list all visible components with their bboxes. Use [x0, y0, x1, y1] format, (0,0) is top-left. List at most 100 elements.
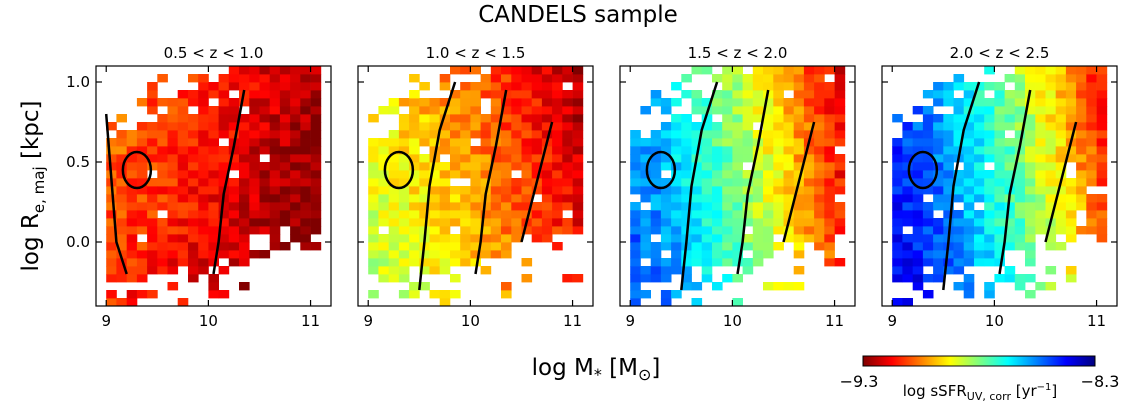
heatmap-cell — [834, 186, 846, 195]
heatmap-cell — [157, 162, 168, 171]
heatmap-cell — [722, 90, 733, 99]
panel-frame — [357, 65, 594, 307]
heatmap-cell — [116, 138, 127, 147]
heatmap-cell — [188, 218, 199, 227]
heatmap-cell — [188, 162, 199, 171]
heatmap-cell — [892, 218, 903, 227]
heatmap-cell — [310, 138, 322, 147]
heatmap-cell — [742, 154, 754, 163]
heatmap-cell — [552, 74, 563, 83]
heatmap-cell — [409, 194, 420, 203]
heatmap-cell — [188, 242, 199, 251]
heatmap-cell — [450, 122, 461, 131]
heatmap-cell — [1096, 146, 1108, 155]
heatmap-cell — [1055, 170, 1067, 179]
heatmap-cell — [1065, 130, 1077, 139]
heatmap-cell — [933, 274, 944, 283]
heatmap-cell — [763, 82, 774, 91]
heatmap-cell — [943, 114, 954, 123]
heatmap-cell — [752, 242, 764, 251]
heatmap-cell — [368, 266, 379, 275]
heatmap-cell — [521, 258, 533, 267]
heatmap-cell — [681, 274, 692, 283]
heatmap-cell — [773, 122, 784, 131]
heatmap-cell — [480, 242, 492, 251]
heatmap-cell — [157, 130, 168, 139]
heatmap-cell — [984, 290, 995, 299]
heatmap-cell — [793, 138, 805, 147]
heatmap-cell — [943, 266, 954, 275]
heatmap-cell — [126, 210, 138, 219]
heatmap-cell — [511, 98, 522, 107]
heatmap-cell — [531, 162, 543, 171]
heatmap-cell — [470, 226, 481, 235]
heatmap-cell — [439, 74, 451, 83]
heatmap-cell — [310, 194, 322, 203]
heatmap-cell — [388, 130, 400, 139]
heatmap-cell — [398, 274, 410, 283]
heatmap-cell — [300, 90, 311, 99]
heatmap-cell — [167, 186, 179, 195]
heatmap-cell — [834, 114, 846, 123]
y-axis-label: log Re, maj [kpc] — [18, 101, 48, 272]
heatmap-cell — [228, 194, 240, 203]
heatmap-cell — [722, 242, 733, 251]
heatmap-cell — [814, 154, 825, 163]
heatmap-cell — [943, 162, 954, 171]
heatmap-cell — [310, 130, 322, 139]
heatmap-cell — [953, 218, 965, 227]
heatmap-cell — [1076, 202, 1087, 211]
contour-line — [942, 81, 981, 291]
heatmap-cell — [994, 98, 1005, 107]
heatmap-cell — [793, 202, 805, 211]
heatmap-cell — [157, 154, 168, 163]
heatmap-cell — [490, 202, 502, 211]
heatmap-cell — [994, 130, 1005, 139]
x-tick-label: 11 — [563, 312, 582, 330]
heatmap-cell — [902, 130, 913, 139]
heatmap-cell — [1045, 66, 1057, 75]
heatmap-cell — [630, 226, 641, 235]
heatmap-cell — [501, 234, 512, 243]
heatmap-cell — [1065, 266, 1077, 275]
heatmap-cell — [803, 162, 815, 171]
heatmap-cell — [1086, 98, 1097, 107]
heatmap-cell — [259, 194, 271, 203]
heatmap-cell — [1014, 234, 1026, 243]
heatmap-cell — [1096, 218, 1108, 227]
heatmap-cell — [1055, 130, 1067, 139]
heatmap-cell — [167, 106, 179, 115]
heatmap-cell — [1014, 202, 1026, 211]
heatmap-cell — [1055, 66, 1067, 75]
heatmap-cell — [398, 186, 410, 195]
heatmap-cell — [1045, 74, 1057, 83]
heatmap-cell — [763, 98, 774, 107]
heatmap-cell — [984, 178, 995, 187]
heatmap-cell — [470, 122, 481, 131]
heatmap-cell — [793, 170, 805, 179]
heatmap-cell — [691, 178, 703, 187]
heatmap-cell — [572, 98, 584, 107]
heatmap-cell — [388, 234, 400, 243]
heatmap-cell — [912, 226, 924, 235]
heatmap-cell — [470, 114, 481, 123]
heatmap-cell — [239, 226, 250, 235]
heatmap-cell — [511, 146, 522, 155]
heatmap-cell — [511, 162, 522, 171]
heatmap-cell — [116, 146, 127, 155]
heatmap-cell — [630, 178, 641, 187]
heatmap-cell — [562, 274, 573, 283]
heatmap-cell — [290, 138, 301, 147]
heatmap-cell — [562, 98, 573, 107]
heatmap-cell — [552, 82, 563, 91]
heatmap-cell — [933, 130, 944, 139]
heatmap-cell — [773, 74, 784, 83]
heatmap-cell — [963, 226, 975, 235]
heatmap-cell — [691, 242, 703, 251]
heatmap-cell — [310, 98, 322, 107]
heatmap-cell — [922, 130, 934, 139]
heatmap-cell — [177, 138, 189, 147]
heatmap-cell — [511, 186, 522, 195]
heatmap-cell — [501, 202, 512, 211]
heatmap-cell — [409, 106, 420, 115]
